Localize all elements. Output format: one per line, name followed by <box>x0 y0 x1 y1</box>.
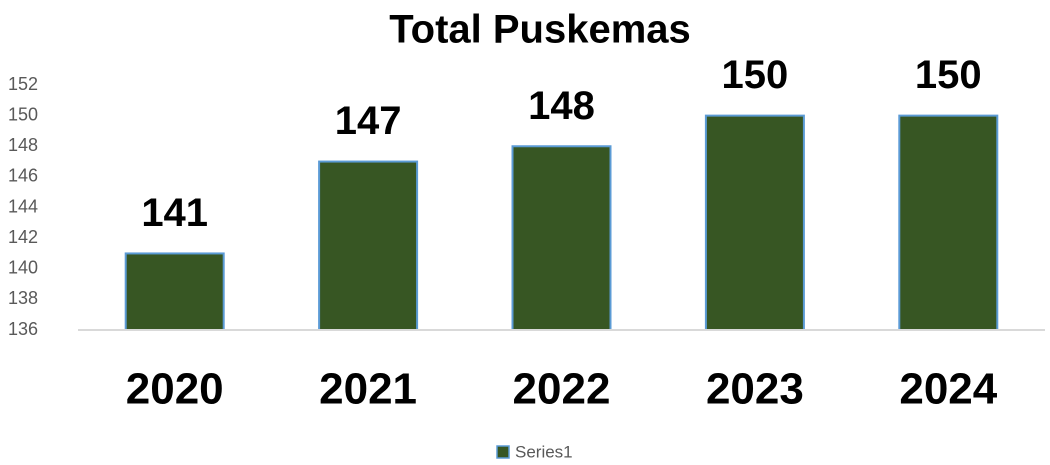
legend-label: Series1 <box>515 442 573 461</box>
y-tick-label: 136 <box>8 319 38 339</box>
y-tick-label: 138 <box>8 288 38 308</box>
bar <box>511 145 612 331</box>
data-label: 150 <box>915 53 982 97</box>
data-label: 141 <box>141 191 208 235</box>
x-tick-label: 2022 <box>513 365 611 414</box>
y-tick-label: 140 <box>8 258 38 278</box>
data-label: 148 <box>528 84 595 128</box>
bar <box>318 160 419 331</box>
bar <box>898 114 999 331</box>
y-tick-label: 150 <box>8 104 38 124</box>
data-label: 150 <box>722 53 789 97</box>
y-tick-label: 142 <box>8 227 38 247</box>
chart-title: Total Puskemas <box>389 8 691 52</box>
y-tick-label: 144 <box>8 196 38 216</box>
legend-swatch <box>496 445 510 459</box>
x-tick-label: 2023 <box>706 365 804 414</box>
y-tick-label: 148 <box>8 135 38 155</box>
bar <box>124 252 225 331</box>
data-label: 147 <box>335 99 402 143</box>
y-tick-label: 152 <box>8 74 38 94</box>
y-tick-label: 146 <box>8 166 38 186</box>
x-tick-label: 2021 <box>319 365 417 414</box>
x-tick-label: 2024 <box>899 365 997 414</box>
bar <box>704 114 805 331</box>
x-tick-label: 2020 <box>126 365 224 414</box>
